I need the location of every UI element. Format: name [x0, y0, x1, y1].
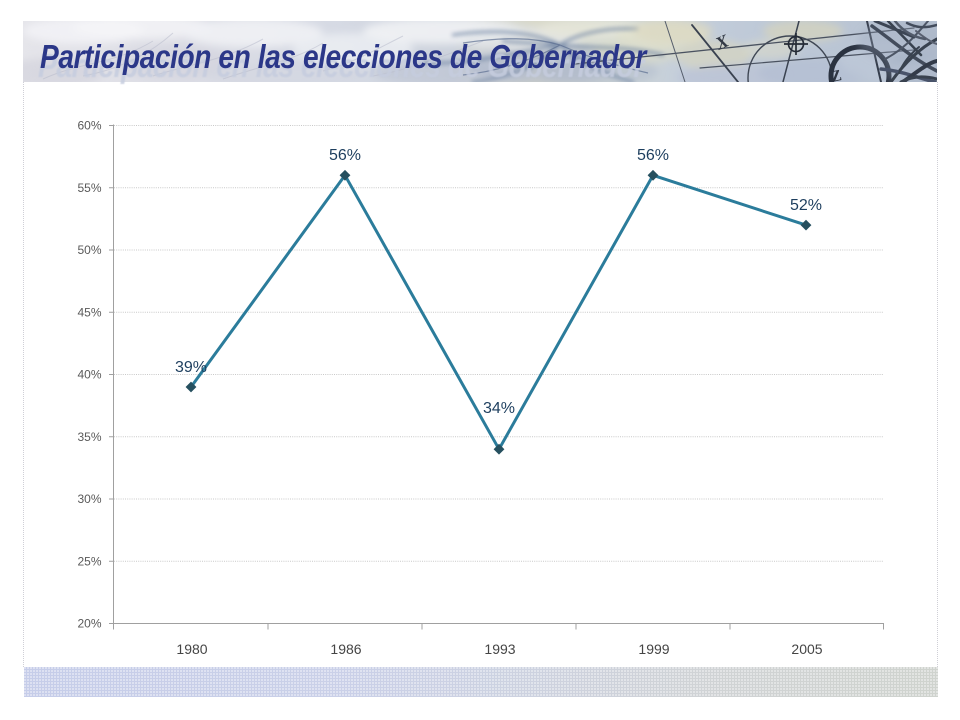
- svg-text:50%: 50%: [77, 243, 101, 257]
- svg-text:39%: 39%: [175, 359, 207, 376]
- svg-text:1999: 1999: [638, 641, 669, 657]
- svg-text:34%: 34%: [483, 400, 515, 417]
- svg-text:52%: 52%: [790, 197, 822, 214]
- svg-text:20%: 20%: [77, 617, 101, 631]
- svg-text:1993: 1993: [484, 641, 515, 657]
- svg-text:2005: 2005: [791, 641, 822, 657]
- svg-text:35%: 35%: [77, 430, 101, 444]
- svg-text:45%: 45%: [77, 305, 101, 319]
- svg-text:55%: 55%: [77, 181, 101, 195]
- svg-text:1986: 1986: [330, 641, 361, 657]
- svg-text:30%: 30%: [77, 492, 101, 506]
- svg-text:60%: 60%: [77, 119, 101, 133]
- svg-text:1980: 1980: [176, 641, 207, 657]
- svg-text:25%: 25%: [77, 554, 101, 568]
- svg-text:40%: 40%: [77, 368, 101, 382]
- svg-text:56%: 56%: [637, 147, 669, 164]
- svg-text:56%: 56%: [329, 147, 361, 164]
